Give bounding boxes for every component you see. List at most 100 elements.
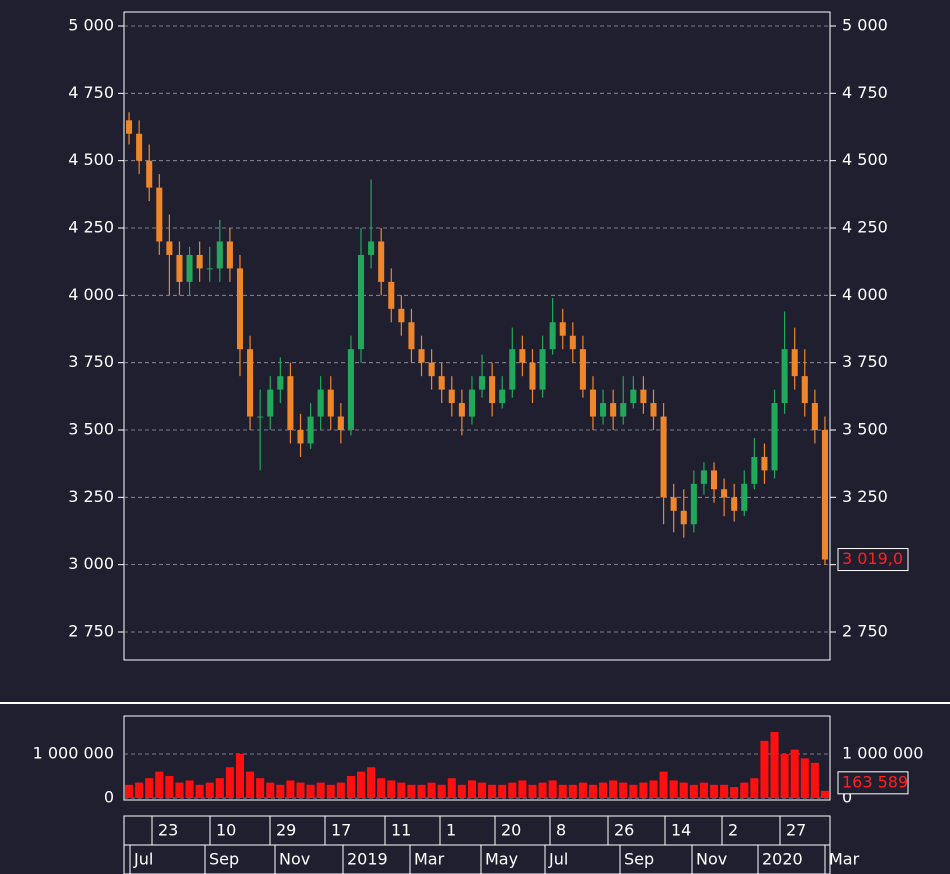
candle-body: [418, 349, 425, 363]
candle-body: [700, 470, 707, 484]
y-tick-label: 1 000 000: [842, 744, 923, 763]
day-label: 14: [671, 821, 691, 840]
candle-body: [630, 389, 637, 404]
volume-bar: [760, 740, 769, 799]
month-label: Jul: [133, 850, 153, 869]
candle-body: [216, 241, 223, 269]
month-label: 2020: [762, 850, 803, 869]
volume-bar: [800, 758, 809, 799]
candle-body: [378, 241, 385, 282]
y-tick-label: 2 750: [842, 621, 888, 640]
volume-bar: [296, 782, 305, 799]
candle-body: [670, 497, 677, 511]
volume-bar: [810, 762, 819, 799]
volume-bar: [286, 780, 295, 799]
candle-body: [751, 456, 758, 484]
candle-body: [388, 281, 395, 309]
month-label: Jul: [548, 850, 568, 869]
candle-body: [408, 322, 415, 350]
volume-bar: [750, 778, 759, 799]
candle-body: [257, 416, 264, 418]
y-tick-label: 4 750: [68, 83, 114, 102]
candle-body: [146, 160, 153, 188]
volume-bar: [195, 784, 204, 799]
volume-bar: [659, 771, 668, 799]
volume-bar: [538, 782, 547, 799]
volume-bar: [689, 784, 698, 799]
volume-bar: [427, 782, 436, 799]
candle-body: [226, 241, 233, 269]
candle-body: [569, 335, 576, 350]
y-tick-label: 5 000: [842, 16, 888, 35]
volume-bar: [447, 778, 456, 799]
candle-body: [781, 349, 788, 404]
month-label: 2019: [347, 850, 388, 869]
volume-bar: [336, 782, 345, 799]
day-label: 27: [786, 821, 806, 840]
volume-bar: [498, 784, 507, 799]
volume-bar: [175, 782, 184, 799]
volume-bar: [437, 784, 446, 799]
y-tick-label: 4 500: [842, 150, 888, 169]
y-tick-label: 3 750: [842, 352, 888, 371]
candle-body: [479, 376, 486, 390]
volume-bar: [649, 780, 658, 799]
volume-bar: [407, 784, 416, 799]
candle-body: [337, 416, 344, 430]
candle-body: [680, 510, 687, 525]
candle-body: [267, 389, 274, 417]
day-label: 1: [446, 821, 456, 840]
volume-bar: [215, 778, 224, 799]
day-label: 11: [391, 821, 411, 840]
volume-bar: [518, 780, 527, 799]
candle-body: [509, 349, 516, 390]
volume-bar: [145, 778, 154, 799]
candle-body: [438, 376, 445, 390]
candle-body: [287, 376, 294, 430]
volume-bar: [599, 782, 608, 799]
month-label: Sep: [624, 850, 654, 869]
volume-bar: [356, 771, 366, 799]
day-label: 29: [276, 821, 296, 840]
candle-body: [196, 254, 203, 269]
candle-body: [347, 349, 354, 430]
candle-body: [357, 254, 365, 350]
candle-body: [539, 349, 546, 390]
volume-bar: [558, 784, 567, 799]
volume-bar: [377, 778, 386, 799]
volume-bar: [467, 780, 476, 799]
candle-body: [821, 429, 828, 560]
day-label: 20: [501, 821, 521, 840]
y-tick-label: 3 750: [68, 352, 114, 371]
y-tick-label: 4 500: [68, 150, 114, 169]
volume-bar: [488, 784, 497, 799]
candle-body: [650, 403, 657, 417]
volume-bar: [619, 782, 628, 799]
candle-body: [489, 376, 496, 404]
y-tick-label: 3 000: [68, 554, 114, 573]
y-tick-label: 3 250: [842, 487, 888, 506]
volume-bar: [478, 782, 487, 799]
candle-body: [761, 456, 768, 471]
y-tick-label: 4 000: [842, 285, 888, 304]
volume-bar: [326, 784, 335, 799]
candle-body: [791, 349, 798, 377]
volume-bar: [397, 782, 406, 799]
candle-body: [801, 376, 808, 404]
volume-bar: [276, 784, 285, 799]
month-label: Nov: [279, 850, 310, 869]
volume-bar: [528, 784, 537, 799]
volume-bar: [609, 780, 618, 799]
candle-body: [297, 429, 304, 444]
candle-body: [610, 403, 617, 417]
candle-body: [176, 254, 183, 282]
candle-body: [368, 241, 375, 255]
volume-bar: [780, 754, 789, 799]
volume-bar: [246, 771, 255, 799]
candle-body: [307, 416, 314, 444]
price-frame: [123, 11, 831, 661]
volume-bar: [266, 782, 275, 799]
candle-body: [186, 254, 193, 282]
volume-bar: [669, 780, 678, 799]
volume-bar: [578, 782, 587, 799]
